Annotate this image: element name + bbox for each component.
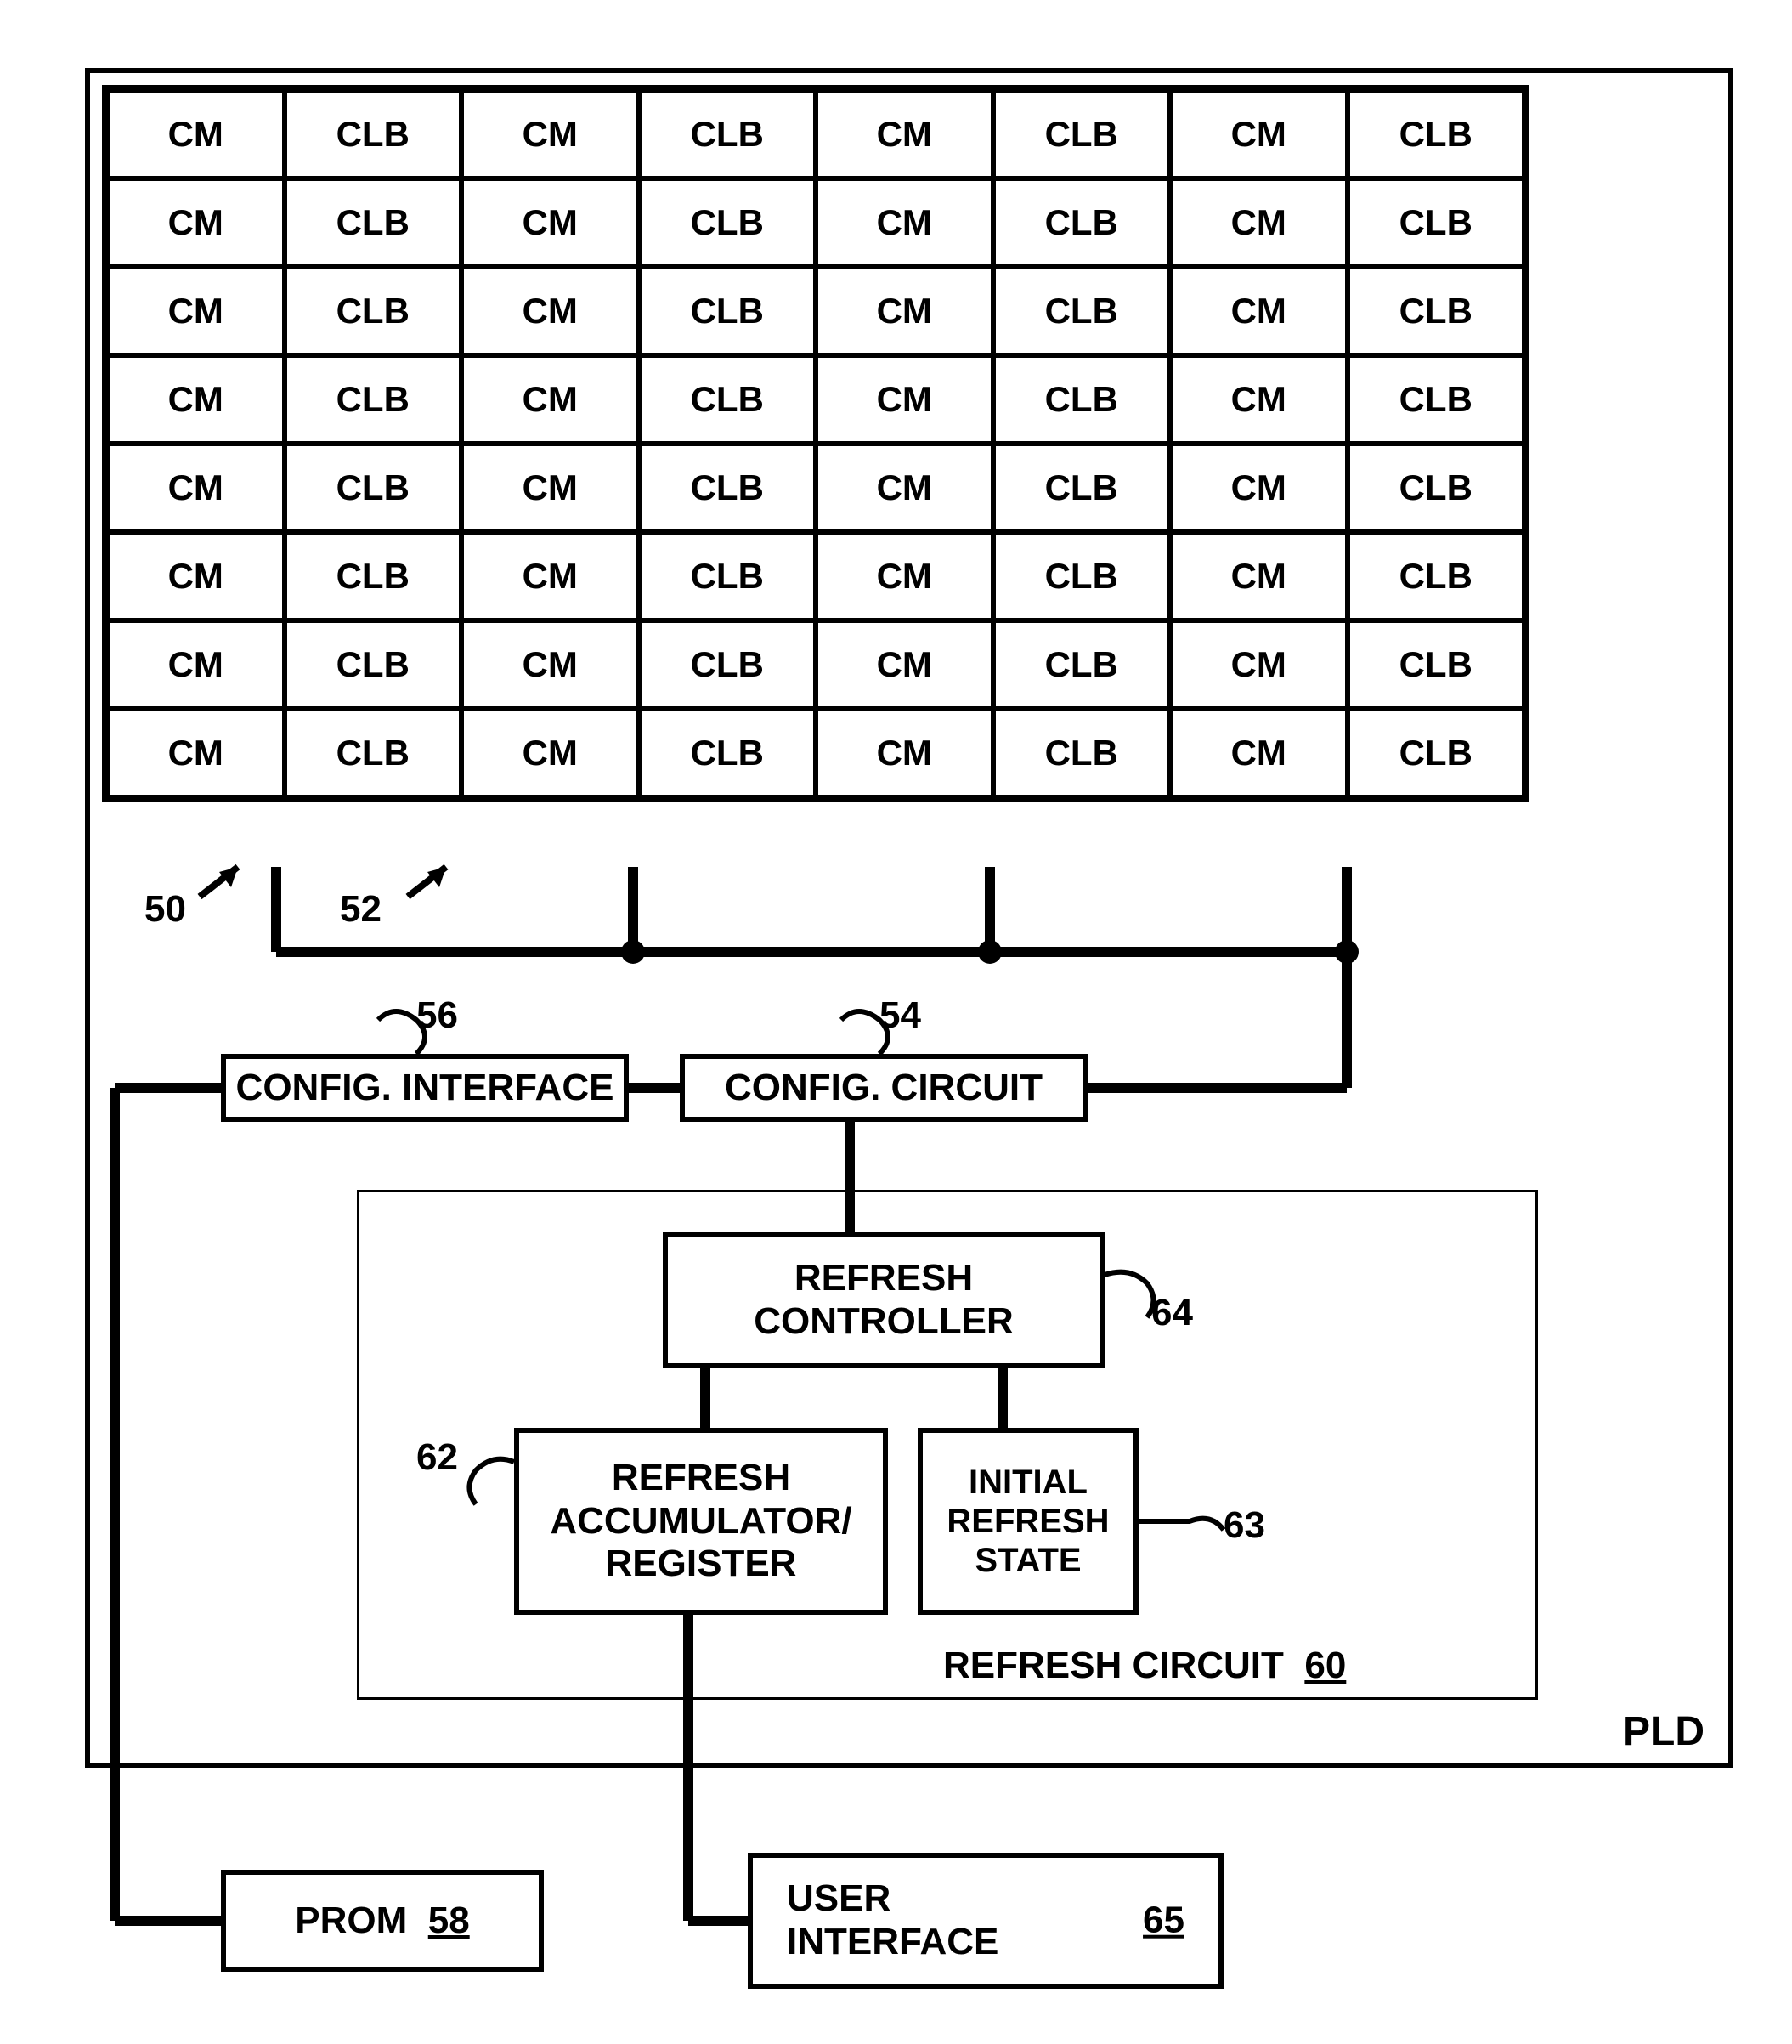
grid-row: CMCLBCMCLBCMCLBCMCLB: [107, 709, 1524, 797]
clb-cell: CLB: [1348, 444, 1525, 532]
cm-cell: CM: [1170, 620, 1348, 709]
clb-cell: CLB: [1348, 178, 1525, 267]
clb-cell: CLB: [285, 709, 462, 797]
clb-cell: CLB: [993, 620, 1171, 709]
cm-cell: CM: [107, 178, 285, 267]
ref-label-50: 50: [144, 888, 186, 931]
refresh-accumulator-block: REFRESH ACCUMULATOR/ REGISTER: [514, 1428, 888, 1615]
clb-cell: CLB: [1348, 90, 1525, 178]
grid-row: CMCLBCMCLBCMCLBCMCLB: [107, 444, 1524, 532]
refresh-circuit-text: REFRESH CIRCUIT: [943, 1645, 1284, 1686]
ref-label-54: 54: [879, 994, 921, 1037]
cm-cell: CM: [816, 267, 993, 355]
clb-cell: CLB: [993, 444, 1171, 532]
grid-row: CMCLBCMCLBCMCLBCMCLB: [107, 532, 1524, 620]
ref-label-52: 52: [340, 888, 382, 931]
refresh-circuit-num: 60: [1304, 1645, 1346, 1686]
clb-cell: CLB: [1348, 355, 1525, 444]
clb-cell: CLB: [285, 178, 462, 267]
clb-cell: CLB: [1348, 267, 1525, 355]
ref-label-62: 62: [416, 1436, 458, 1479]
cm-cell: CM: [461, 709, 639, 797]
clb-cell: CLB: [993, 90, 1171, 178]
cm-cell: CM: [1170, 178, 1348, 267]
clb-cell: CLB: [639, 444, 817, 532]
clb-cell: CLB: [285, 355, 462, 444]
config-interface-block: CONFIG. INTERFACE: [221, 1054, 629, 1122]
user-interface-num: 65: [1143, 1900, 1184, 1943]
clb-cell: CLB: [639, 620, 817, 709]
cm-cell: CM: [1170, 355, 1348, 444]
cm-cell: CM: [107, 444, 285, 532]
clb-cell: CLB: [1348, 532, 1525, 620]
cm-cell: CM: [1170, 532, 1348, 620]
clb-cell: CLB: [285, 532, 462, 620]
cm-cell: CM: [1170, 709, 1348, 797]
cm-cell: CM: [1170, 267, 1348, 355]
clb-cell: CLB: [285, 90, 462, 178]
grid-row: CMCLBCMCLBCMCLBCMCLB: [107, 178, 1524, 267]
clb-cell: CLB: [993, 532, 1171, 620]
clb-cell: CLB: [639, 355, 817, 444]
cm-cell: CM: [461, 178, 639, 267]
cm-cell: CM: [816, 178, 993, 267]
user-interface-text: USER INTERFACE: [787, 1877, 998, 1963]
cm-cell: CM: [461, 267, 639, 355]
clb-cell: CLB: [993, 178, 1171, 267]
cm-cell: CM: [107, 355, 285, 444]
config-circuit-block: CONFIG. CIRCUIT: [680, 1054, 1088, 1122]
clb-cell: CLB: [285, 267, 462, 355]
clb-cell: CLB: [285, 444, 462, 532]
cm-cell: CM: [816, 90, 993, 178]
ref-label-64: 64: [1151, 1292, 1193, 1334]
cm-cell: CM: [461, 355, 639, 444]
cm-cell: CM: [816, 532, 993, 620]
cm-cell: CM: [461, 532, 639, 620]
cm-cell: CM: [461, 620, 639, 709]
clb-cell: CLB: [639, 709, 817, 797]
ref-label-56: 56: [416, 994, 458, 1037]
cm-cell: CM: [1170, 90, 1348, 178]
cm-cell: CM: [816, 444, 993, 532]
cm-cell: CM: [461, 90, 639, 178]
clb-cell: CLB: [639, 267, 817, 355]
initial-refresh-state-block: INITIAL REFRESH STATE: [918, 1428, 1139, 1615]
clb-cell: CLB: [993, 355, 1171, 444]
grid-row: CMCLBCMCLBCMCLBCMCLB: [107, 355, 1524, 444]
clb-cell: CLB: [1348, 620, 1525, 709]
cm-cell: CM: [107, 620, 285, 709]
cm-cell: CM: [107, 709, 285, 797]
clb-cell: CLB: [639, 532, 817, 620]
cm-cell: CM: [816, 709, 993, 797]
cm-cell: CM: [816, 620, 993, 709]
refresh-controller-block: REFRESH CONTROLLER: [663, 1232, 1105, 1368]
cm-cell: CM: [1170, 444, 1348, 532]
prom-num: 58: [428, 1900, 470, 1943]
prom-text: PROM: [295, 1900, 407, 1943]
cm-cell: CM: [107, 267, 285, 355]
user-interface-block: USER INTERFACE 65: [748, 1853, 1224, 1989]
refresh-circuit-label: REFRESH CIRCUIT 60: [943, 1645, 1346, 1687]
cm-cell: CM: [107, 90, 285, 178]
grid-row: CMCLBCMCLBCMCLBCMCLB: [107, 620, 1524, 709]
clb-cell: CLB: [1348, 709, 1525, 797]
prom-block: PROM 58: [221, 1870, 544, 1972]
cm-cell: CM: [461, 444, 639, 532]
logic-grid: CMCLBCMCLBCMCLBCMCLBCMCLBCMCLBCMCLBCMCLB…: [102, 85, 1529, 802]
clb-cell: CLB: [639, 178, 817, 267]
clb-cell: CLB: [285, 620, 462, 709]
cm-cell: CM: [816, 355, 993, 444]
grid-row: CMCLBCMCLBCMCLBCMCLB: [107, 267, 1524, 355]
clb-cell: CLB: [639, 90, 817, 178]
grid-row: CMCLBCMCLBCMCLBCMCLB: [107, 90, 1524, 178]
cm-cell: CM: [107, 532, 285, 620]
ref-label-63: 63: [1224, 1504, 1265, 1547]
clb-cell: CLB: [993, 267, 1171, 355]
pld-label: PLD: [1623, 1708, 1704, 1755]
clb-cell: CLB: [993, 709, 1171, 797]
